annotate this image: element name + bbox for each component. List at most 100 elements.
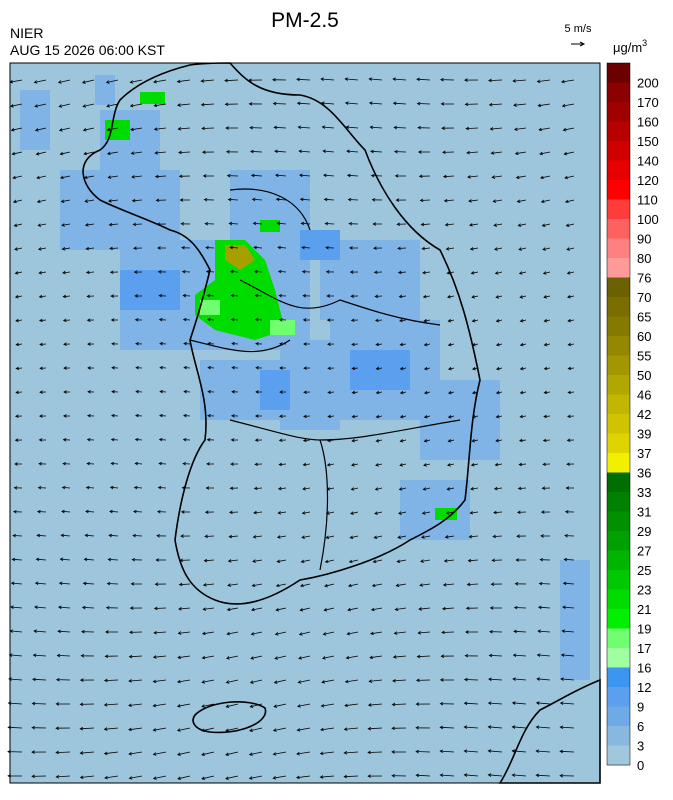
wind-arrows xyxy=(7,77,575,780)
wind-arrow xyxy=(152,727,167,732)
wind-arrow xyxy=(202,583,215,587)
wind-arrow xyxy=(62,318,71,323)
wind-arrow xyxy=(495,342,503,347)
wind-arrow xyxy=(375,463,383,467)
wind-arrow xyxy=(299,607,311,612)
wind-arrow xyxy=(517,223,527,227)
wind-arrow xyxy=(202,607,215,611)
wind-arrow xyxy=(349,511,359,515)
wind-arrow xyxy=(519,342,527,347)
wind-arrow xyxy=(397,270,407,275)
wind-arrow xyxy=(105,79,119,84)
wind-arrow xyxy=(323,197,335,202)
wind-arrow xyxy=(540,199,551,204)
wind-arrow xyxy=(369,631,383,636)
wind-arrow xyxy=(296,101,311,106)
wind-arrow xyxy=(32,653,47,658)
wind-arrow xyxy=(495,438,503,443)
wind-arrow xyxy=(203,198,215,202)
wind-arrow xyxy=(518,438,527,443)
wind-arrow xyxy=(465,630,478,634)
wind-arrow xyxy=(248,102,263,106)
wind-arrow xyxy=(57,79,71,84)
wind-arrow xyxy=(439,678,455,682)
wind-arrow xyxy=(38,414,47,418)
wind-arrow xyxy=(278,318,287,322)
wind-arrow xyxy=(225,775,239,780)
wind-arrow xyxy=(559,701,575,705)
color-segment xyxy=(607,609,630,629)
wind-arrow xyxy=(230,293,239,298)
wind-arrow xyxy=(128,654,143,659)
wind-arrow xyxy=(422,487,431,491)
wind-arrow xyxy=(542,247,551,251)
wind-arrow xyxy=(567,342,575,347)
wind-arrow xyxy=(439,701,455,706)
wind-arrow xyxy=(38,438,47,442)
wind-arrow xyxy=(301,245,311,250)
wind-arrow xyxy=(275,583,287,588)
wind-arrow xyxy=(439,749,455,754)
colorbar-label: 21 xyxy=(637,602,651,617)
wind-arrow xyxy=(324,221,335,226)
wind-arrow xyxy=(543,342,551,347)
wind-arrow xyxy=(419,583,431,587)
wind-arrow xyxy=(391,702,407,707)
colorbar-label: 46 xyxy=(637,388,651,403)
wind-arrow xyxy=(128,703,143,707)
color-segment xyxy=(607,336,630,356)
wind-arrow xyxy=(393,149,407,154)
wind-arrow xyxy=(471,318,479,323)
wind-arrow xyxy=(322,631,335,636)
wind-arrow xyxy=(206,317,215,322)
wind-arrow xyxy=(536,79,551,84)
wind-arrow xyxy=(302,486,311,491)
wind-arrow xyxy=(38,318,47,323)
wind-arrow xyxy=(564,533,575,538)
wind-arrow xyxy=(415,678,431,683)
wind-arrow xyxy=(447,366,455,371)
wind-arrow xyxy=(511,773,527,777)
wind-arrow xyxy=(542,271,551,275)
wind-arrow xyxy=(346,631,359,636)
wind-arrow xyxy=(201,727,215,732)
wind-arrow xyxy=(327,366,335,371)
wind-arrow xyxy=(519,414,527,419)
wind-arrow xyxy=(157,246,166,250)
wind-arrow xyxy=(272,101,287,106)
wind-arrow xyxy=(513,127,527,131)
wind-arrow xyxy=(540,510,551,514)
wind-arrow xyxy=(417,126,431,130)
wind-arrow xyxy=(562,605,575,610)
wind-arrow xyxy=(183,365,191,370)
colorbar-label: 6 xyxy=(637,719,644,734)
wind-arrow xyxy=(34,605,47,610)
wind-arrow xyxy=(278,293,287,298)
wind-arrow xyxy=(156,509,167,514)
wind-arrow xyxy=(225,679,239,684)
wind-arrow xyxy=(464,654,479,658)
wind-arrow xyxy=(129,103,143,108)
wind-arrow xyxy=(226,607,239,612)
colorbar-label: 3 xyxy=(637,739,644,754)
wind-arrow xyxy=(513,605,527,610)
wind-arrow xyxy=(343,774,359,779)
wind-arrow xyxy=(109,509,119,514)
wind-arrow xyxy=(375,438,383,443)
wind-arrow xyxy=(367,726,383,731)
wind-arrow xyxy=(252,535,263,539)
wind-arrow xyxy=(225,727,239,732)
wind-arrow xyxy=(202,174,215,178)
wind-arrow xyxy=(468,223,479,227)
wind-arrow xyxy=(543,414,551,419)
wind-arrow xyxy=(255,342,263,346)
wind-arrow xyxy=(441,630,455,635)
wind-arrow xyxy=(61,485,71,490)
wind-arrow xyxy=(443,559,455,563)
wind-arrow xyxy=(320,77,335,82)
wind-arrow xyxy=(56,653,71,658)
color-segment xyxy=(607,180,630,200)
wind-arrow xyxy=(513,103,527,107)
colorbar-label: 29 xyxy=(637,524,651,539)
wind-arrow xyxy=(134,437,143,442)
